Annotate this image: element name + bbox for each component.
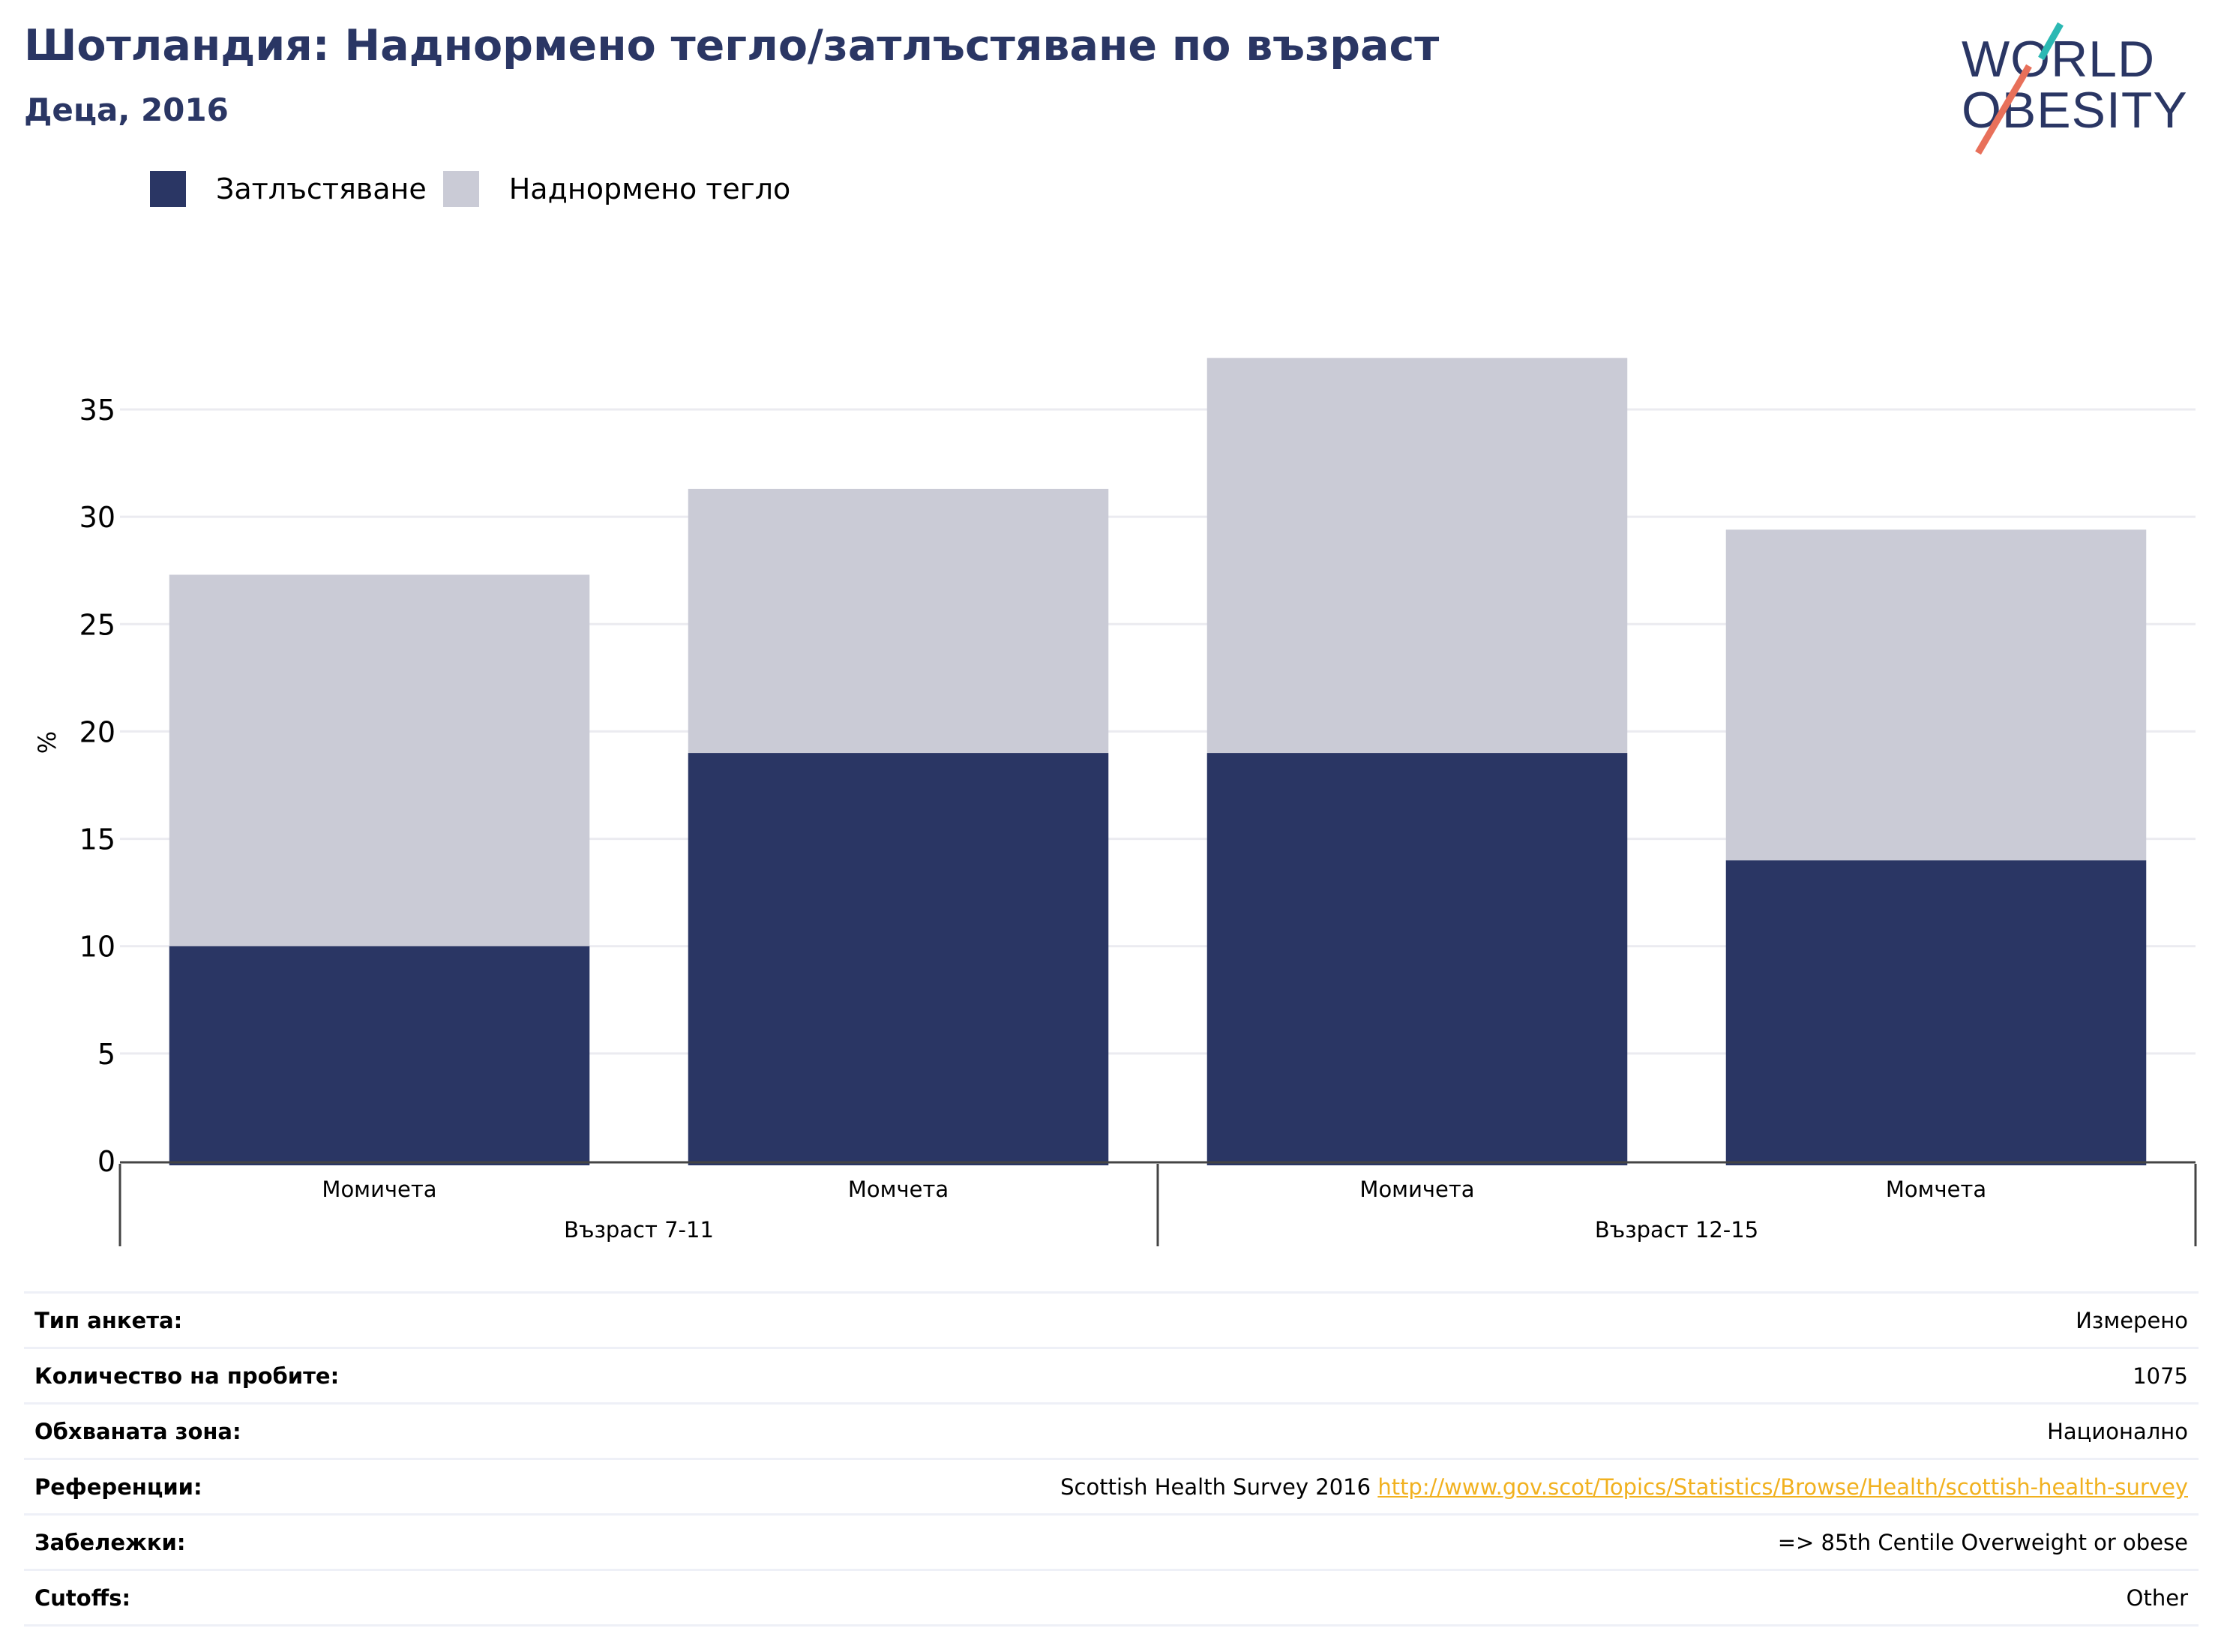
bar-obesity (169, 946, 590, 1165)
info-value: Национално (504, 1402, 2199, 1459)
bar-obesity (1206, 753, 1628, 1165)
info-row-references: Референции: Scottish Health Survey 2016 … (24, 1458, 2199, 1515)
y-tick-label: 20 (79, 715, 115, 748)
logo-line-2: OBESITY (1962, 82, 2188, 139)
bar-overweight (1206, 358, 1628, 754)
reference-text: Scottish Health Survey 2016 (1060, 1474, 1371, 1500)
y-tick-label: 0 (97, 1145, 115, 1178)
info-row-sample-size: Количество на пробите: 1075 (24, 1347, 2199, 1404)
stacked-bar-chart: 0 5 10 15 20 25 30 35% Момичета Момчета Момичета Мо… (33, 358, 2197, 1246)
info-value: Измерено (504, 1291, 2199, 1348)
info-key: Забележки: (24, 1513, 505, 1570)
legend-swatch-overweight (442, 171, 479, 207)
chart-title: Шотландия: Наднормено тегло/затлъстяване… (24, 21, 1440, 70)
y-tick-label: 30 (79, 501, 115, 534)
x-tick-label: Момичета (322, 1177, 436, 1202)
info-key: Тип анкета: (24, 1291, 505, 1348)
legend-label-obesity: Затлъстяване (216, 172, 427, 205)
info-row-cutoffs: Cutoffs: Other (24, 1569, 2199, 1627)
info-row-area-covered: Обхваната зона: Национално (24, 1402, 2199, 1459)
legend: Затлъстяване Наднормено тегло (150, 171, 807, 207)
legend-swatch-obesity (150, 171, 186, 207)
group-label: Възраст 7-11 (564, 1217, 714, 1243)
world-obesity-logo: WORLD OBESITY (1962, 22, 2188, 155)
info-row-notes: Забележки: => 85th Centile Overweight or… (24, 1513, 2199, 1570)
y-tick-label: 10 (79, 931, 115, 964)
info-value: => 85th Centile Overweight or obese (504, 1513, 2199, 1570)
info-table: Тип анкета: Измерено Количество на проби… (24, 1291, 2199, 1627)
x-tick-label: Момчета (1886, 1177, 1986, 1202)
x-tick-label: Момчета (848, 1177, 949, 1202)
legend-item-obesity[interactable]: Затлъстяване (150, 171, 427, 207)
info-value: 1075 (504, 1347, 2199, 1404)
y-tick-label: 25 (79, 608, 115, 641)
y-tick-label: 15 (79, 823, 115, 856)
y-tick-label: 5 (97, 1038, 115, 1071)
chart-subtitle: Деца, 2016 (24, 91, 229, 128)
logo-slash-teal (2038, 22, 2064, 61)
bar-overweight (169, 574, 590, 946)
y-axis-label: % (33, 731, 61, 754)
bar-overweight (688, 488, 1109, 754)
info-key: Количество на пробите: (24, 1347, 505, 1404)
group-label: Възраст 12-15 (1595, 1217, 1758, 1243)
info-key: Cutoffs: (24, 1569, 505, 1627)
info-value: Other (504, 1569, 2199, 1627)
legend-label-overweight: Наднормено тегло (508, 172, 791, 205)
reference-link[interactable]: http://www.gov.scot/Topics/Statistics/Br… (1377, 1474, 2188, 1500)
info-row-survey-type: Тип анкета: Измерено (24, 1291, 2199, 1348)
bar-obesity (1725, 860, 2147, 1165)
info-key: Референции: (24, 1458, 505, 1515)
bar-obesity (688, 753, 1109, 1165)
legend-item-overweight[interactable]: Наднормено тегло (442, 171, 791, 207)
info-value: Scottish Health Survey 2016 http://www.g… (504, 1458, 2199, 1515)
logo-line-1: WORLD (1962, 31, 2155, 88)
x-tick-label: Момичета (1359, 1177, 1474, 1202)
info-key: Обхваната зона: (24, 1402, 505, 1459)
y-tick-label: 35 (79, 394, 115, 427)
logo-slash-coral (1975, 64, 2032, 155)
bar-overweight (1725, 529, 2147, 861)
